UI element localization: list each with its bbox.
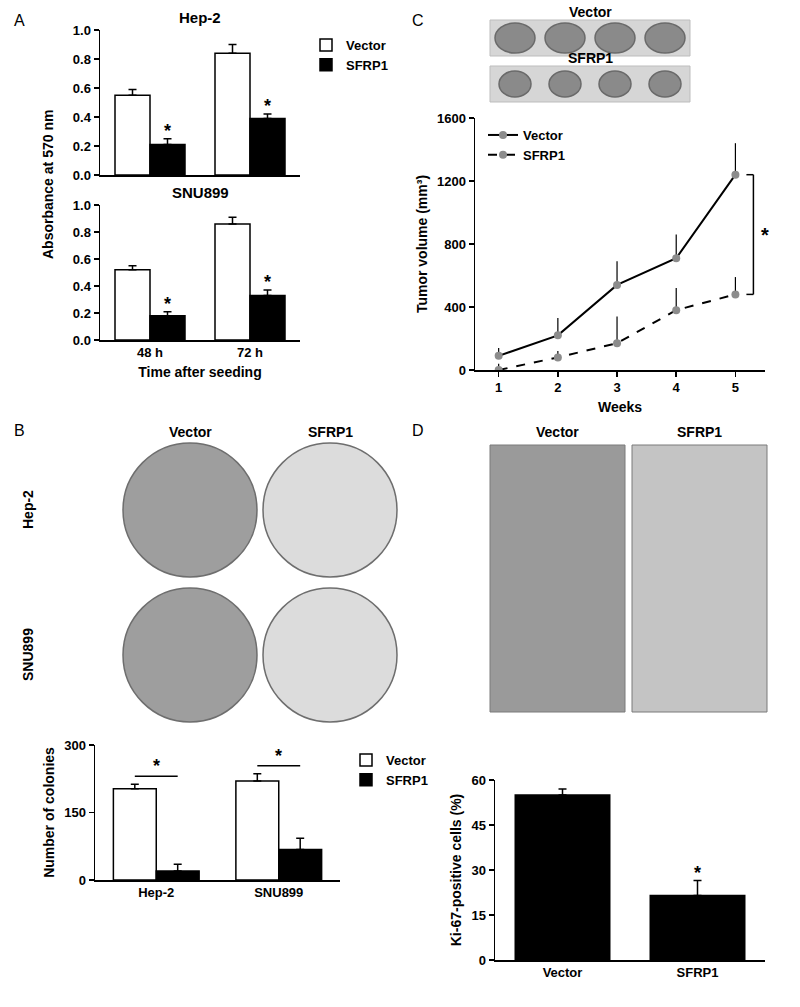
svg-text:Time after seeding: Time after seeding (138, 364, 261, 380)
svg-text:400: 400 (444, 300, 466, 315)
svg-text:*: * (153, 756, 160, 776)
svg-text:0.4: 0.4 (73, 110, 92, 125)
svg-text:0.0: 0.0 (73, 333, 91, 348)
svg-text:Vector: Vector (169, 424, 212, 440)
svg-text:0: 0 (479, 953, 486, 968)
svg-text:0.2: 0.2 (73, 139, 91, 154)
svg-text:150: 150 (64, 805, 86, 820)
svg-text:*: * (264, 96, 271, 116)
svg-text:SNU899: SNU899 (20, 628, 36, 681)
svg-text:60: 60 (471, 773, 485, 788)
svg-text:SFRP1: SFRP1 (568, 50, 613, 66)
svg-text:SFRP1: SFRP1 (346, 58, 388, 73)
svg-text:4: 4 (673, 380, 681, 395)
svg-text:B: B (14, 422, 25, 439)
svg-text:SNU899: SNU899 (254, 885, 303, 900)
svg-text:0: 0 (79, 873, 86, 888)
svg-text:0.8: 0.8 (73, 225, 91, 240)
svg-text:Hep-2: Hep-2 (179, 9, 221, 26)
svg-text:Vector: Vector (386, 753, 426, 768)
svg-text:800: 800 (444, 237, 466, 252)
svg-text:Vector: Vector (346, 38, 386, 53)
svg-text:Vector: Vector (543, 965, 583, 980)
svg-text:1: 1 (495, 380, 502, 395)
svg-text:2: 2 (554, 380, 561, 395)
svg-text:0.6: 0.6 (73, 252, 91, 267)
svg-text:Hep-2: Hep-2 (20, 490, 36, 529)
svg-text:*: * (264, 272, 271, 292)
svg-text:5: 5 (732, 380, 739, 395)
svg-text:A: A (14, 12, 25, 29)
svg-text:300: 300 (64, 738, 86, 753)
svg-text:SFRP1: SFRP1 (523, 148, 565, 163)
svg-text:0.4: 0.4 (73, 279, 92, 294)
svg-text:Number of colonies: Number of colonies (41, 747, 57, 878)
svg-text:*: * (761, 224, 769, 246)
svg-text:Vector: Vector (569, 4, 612, 20)
svg-text:3: 3 (613, 380, 620, 395)
svg-text:0.2: 0.2 (73, 306, 91, 321)
svg-text:*: * (164, 294, 171, 314)
svg-text:Ki-67-positive cells (%): Ki-67-positive cells (%) (448, 794, 464, 947)
svg-text:45: 45 (471, 818, 485, 833)
svg-text:*: * (275, 746, 282, 766)
svg-text:Hep-2: Hep-2 (138, 885, 174, 900)
svg-text:*: * (694, 863, 701, 883)
svg-text:0: 0 (459, 363, 466, 378)
svg-text:SNU899: SNU899 (172, 184, 229, 201)
svg-text:Vector: Vector (523, 128, 563, 143)
svg-text:SFRP1: SFRP1 (308, 424, 353, 440)
svg-text:C: C (412, 12, 424, 29)
svg-text:Vector: Vector (536, 424, 579, 440)
svg-text:1.0: 1.0 (73, 198, 91, 213)
svg-text:1600: 1600 (437, 111, 466, 126)
svg-text:1200: 1200 (437, 174, 466, 189)
svg-text:1.0: 1.0 (73, 23, 91, 38)
svg-text:72 h: 72 h (237, 345, 263, 360)
svg-text:Weeks: Weeks (598, 399, 642, 415)
svg-text:SFRP1: SFRP1 (386, 773, 428, 788)
svg-text:30: 30 (471, 863, 485, 878)
svg-text:D: D (412, 422, 424, 439)
svg-text:0.8: 0.8 (73, 52, 91, 67)
svg-text:SFRP1: SFRP1 (677, 965, 719, 980)
svg-text:Tumor volume (mm³): Tumor volume (mm³) (414, 175, 430, 313)
svg-text:SFRP1: SFRP1 (677, 424, 722, 440)
svg-text:0.6: 0.6 (73, 81, 91, 96)
svg-text:0.0: 0.0 (73, 168, 91, 183)
svg-text:Absorbance at 570 nm: Absorbance at 570 nm (40, 110, 56, 259)
svg-text:15: 15 (471, 908, 485, 923)
svg-text:*: * (164, 121, 171, 141)
svg-text:48 h: 48 h (137, 345, 163, 360)
